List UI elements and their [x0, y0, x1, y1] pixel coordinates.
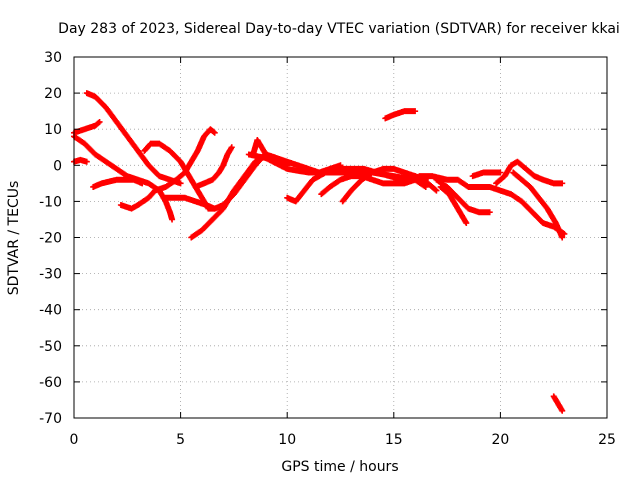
data-point-markers [437, 183, 470, 227]
data-point-markers [510, 169, 566, 241]
series-arc-20 [469, 169, 504, 180]
data-point-markers [382, 108, 419, 122]
data-point-markers [339, 165, 419, 205]
series-arc-22 [510, 169, 566, 241]
data-point-markers [416, 173, 568, 237]
y-tick-label: 20 [44, 86, 62, 102]
series-arc-10 [192, 144, 235, 190]
y-tick-label: 10 [44, 122, 62, 138]
series-arc-23 [550, 393, 566, 414]
series-arc-5 [90, 176, 146, 190]
data-point-markers [318, 173, 440, 198]
data-point-markers [433, 176, 493, 216]
axis-ticks: 0 5 10 15 20 25 -70 -60 -50 -40 -30 -20 -10 0 10 20 30 [39, 50, 616, 448]
series-arc-21 [493, 158, 566, 187]
x-tick-label: 0 [70, 432, 79, 448]
x-axis-label: GPS time / hours [281, 459, 398, 475]
data-point-markers [493, 158, 566, 187]
y-tick-label: -20 [39, 231, 62, 247]
data-points [71, 90, 568, 414]
series-arc-17 [416, 173, 568, 237]
x-tick-label: 10 [278, 432, 296, 448]
x-tick-label: 5 [176, 432, 185, 448]
data-point-markers [160, 194, 218, 212]
y-tick-label: 30 [44, 50, 62, 66]
series-arc-6 [117, 126, 218, 212]
series-arc-1 [83, 90, 184, 187]
x-tick-label: 15 [385, 432, 403, 448]
data-point-markers [90, 176, 146, 190]
data-point-markers [83, 90, 184, 187]
data-point-markers [550, 393, 566, 414]
x-tick-label: 25 [598, 432, 616, 448]
y-tick-label: -50 [39, 339, 62, 355]
data-point-markers [117, 126, 218, 212]
series-arc-15 [339, 165, 419, 205]
y-axis-label: SDTVAR / TECUs [6, 181, 22, 296]
series-arc-14 [318, 173, 440, 198]
series-arc-8 [160, 194, 218, 212]
x-tick-label: 20 [491, 432, 509, 448]
series-arc-16 [382, 108, 419, 122]
series-arc-18 [433, 176, 493, 216]
data-point-markers [192, 144, 235, 190]
chart-title: Day 283 of 2023, Sidereal Day-to-day VTE… [58, 21, 620, 37]
data-point-markers [469, 169, 504, 180]
y-tick-label: -30 [39, 267, 62, 283]
y-tick-label: -40 [39, 303, 62, 319]
y-tick-label: -70 [39, 411, 62, 427]
y-tick-label: 0 [53, 158, 62, 174]
series-arc-19 [437, 183, 470, 227]
y-tick-label: -60 [39, 375, 62, 391]
y-tick-label: -10 [39, 194, 62, 210]
